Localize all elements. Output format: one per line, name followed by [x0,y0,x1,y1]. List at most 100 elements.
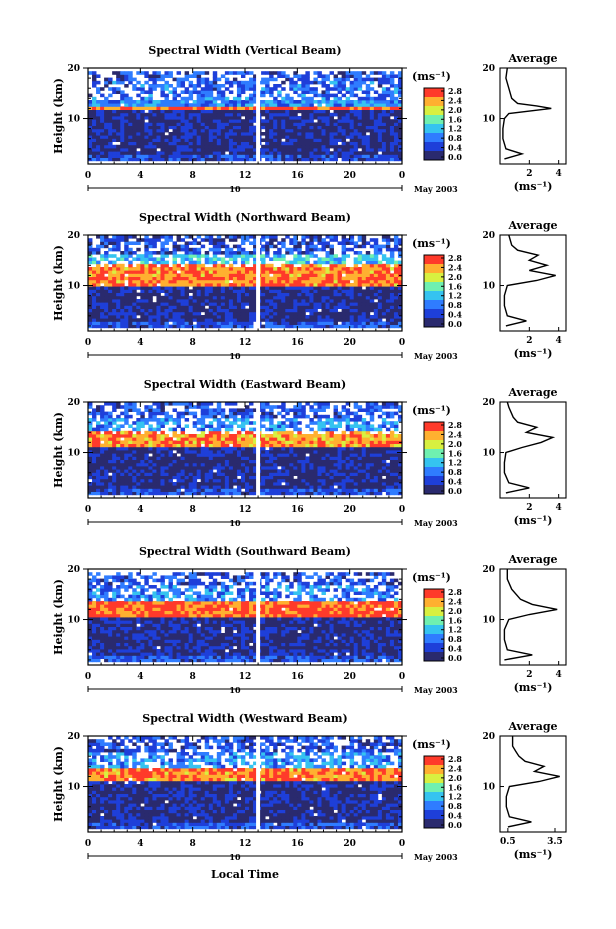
heatmap-cell [305,469,310,473]
heatmap-cell [325,462,330,467]
heatmap-cell [152,106,157,110]
heatmap-cell [212,132,218,136]
heatmap-cell [172,318,177,322]
heatmap-cell [313,462,318,467]
heatmap-cell [385,472,391,476]
heatmap-cell [204,103,210,107]
heatmap-cell [325,106,330,110]
heatmap-cell [337,148,343,152]
heatmap-cell [228,235,234,239]
heatmap-cell [321,109,326,114]
heatmap-cell [88,267,93,271]
heatmap-cell [309,315,314,319]
heatmap-cell [112,267,117,271]
heatmap-cell [321,96,326,101]
heatmap-cell [273,485,278,489]
colorbar-frame [423,254,445,328]
heatmap-cell [353,125,359,130]
heatmap-cell [281,462,286,467]
heatmap-cell [116,485,121,489]
heatmap-cell [172,279,177,284]
heatmap-cell [385,141,391,146]
heatmap-cell [381,273,387,277]
heatmap-cell [204,478,210,483]
heatmap-cell [144,315,149,319]
heatmap-cell [96,475,101,480]
heatmap-cell [220,241,226,245]
heatmap-cell [357,84,363,88]
heatmap-cell [273,112,278,117]
heatmap-cell [277,106,282,110]
heatmap-cell [341,109,347,114]
heatmap-cell [240,315,246,319]
heatmap-cell [317,299,322,303]
heatmap-cell [377,77,383,82]
heatmap-cell [168,84,173,88]
heatmap-cell [345,103,351,107]
heatmap-cell [96,251,101,255]
heatmap-cell [277,138,282,142]
heatmap-cell [369,491,375,496]
heatmap-cell [148,488,153,492]
heatmap-cell [285,478,290,483]
heatmap-cell [128,469,133,473]
heatmap-cell [232,112,238,117]
heatmap-cell [180,244,186,249]
heatmap-cell [325,488,330,492]
heatmap-cell [212,475,218,480]
heatmap-cell [397,128,403,133]
heatmap-cell [148,138,153,142]
heatmap-cell [389,141,395,146]
heatmap-cell [184,283,190,287]
heatmap-cell [269,109,274,114]
heatmap-cell [289,302,294,306]
heatmap-cell [285,135,290,139]
heatmap-cell [176,135,181,139]
heatmap-cell [309,305,314,309]
heatmap-cell [293,315,298,319]
heatmap-cell [265,456,270,460]
heatmap-cell [216,154,222,158]
heatmap-cell [204,273,210,277]
heatmap-cell [200,116,206,120]
x-tick-label: 0 [85,338,91,348]
heatmap-cell [265,318,270,322]
heatmap-cell [184,157,190,162]
heatmap-cell [397,84,403,88]
heatmap-cell [273,100,278,104]
heatmap-cell [212,315,218,319]
heatmap-cell [180,138,186,142]
heatmap-cell [281,263,286,268]
heatmap-cell [220,119,226,123]
heatmap-cell [188,103,194,107]
heatmap-cell [381,77,387,82]
heatmap-cell [389,472,395,476]
heatmap-cell [136,267,141,271]
heatmap-cell [116,157,121,162]
heatmap-cell [325,116,330,120]
heatmap-cell [228,135,234,139]
heatmap-cell [184,475,190,480]
heatmap-cell [369,472,375,476]
heatmap-cell [273,135,278,139]
heatmap-cell [180,260,186,265]
heatmap-cell [385,260,391,265]
heatmap-cell [341,254,347,258]
heatmap-cell [144,295,149,300]
heatmap-cell [236,469,242,473]
heatmap-cell [176,71,181,75]
heatmap-cell [164,305,169,309]
heatmap-cell [345,482,351,486]
heatmap-cell [277,321,282,325]
heatmap-cell [184,311,190,316]
heatmap-cell [136,324,141,329]
heatmap-cell [128,289,133,293]
heatmap-cell [377,144,383,149]
heatmap-cell [196,315,202,319]
heatmap-cell [136,311,141,316]
heatmap-cell [345,148,351,152]
heatmap-cell [297,295,302,300]
heatmap-cell [104,295,109,300]
heatmap-cell [277,93,282,98]
heatmap-cell [329,485,334,489]
